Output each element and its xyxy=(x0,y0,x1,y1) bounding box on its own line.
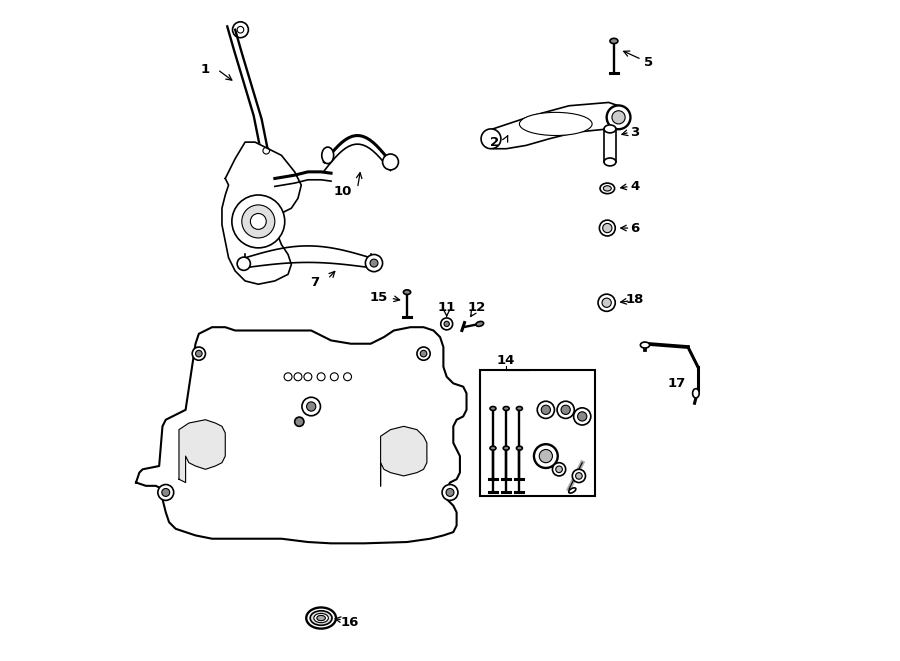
Ellipse shape xyxy=(604,125,616,133)
Text: 9: 9 xyxy=(274,441,284,454)
Text: 18: 18 xyxy=(626,293,644,306)
Polygon shape xyxy=(489,102,622,149)
Text: 5: 5 xyxy=(644,56,652,69)
Circle shape xyxy=(561,405,571,414)
Circle shape xyxy=(238,26,244,33)
Ellipse shape xyxy=(314,613,328,623)
Ellipse shape xyxy=(517,407,522,410)
Ellipse shape xyxy=(641,342,650,348)
Circle shape xyxy=(539,449,553,463)
Text: 7: 7 xyxy=(310,276,320,290)
Ellipse shape xyxy=(322,147,334,163)
Circle shape xyxy=(158,485,174,500)
Ellipse shape xyxy=(603,186,611,191)
Ellipse shape xyxy=(517,446,522,450)
Circle shape xyxy=(444,321,449,327)
Circle shape xyxy=(250,214,266,229)
Polygon shape xyxy=(179,420,225,483)
Circle shape xyxy=(294,373,302,381)
Circle shape xyxy=(441,318,453,330)
Text: 11: 11 xyxy=(437,301,455,314)
Circle shape xyxy=(344,373,352,381)
Ellipse shape xyxy=(490,446,496,450)
Circle shape xyxy=(556,466,562,473)
Text: 6: 6 xyxy=(631,221,640,235)
Circle shape xyxy=(607,105,631,130)
Text: 4: 4 xyxy=(631,180,640,193)
Circle shape xyxy=(242,205,274,238)
Circle shape xyxy=(302,397,320,416)
Bar xyxy=(480,370,596,496)
Circle shape xyxy=(442,485,458,500)
Ellipse shape xyxy=(610,38,618,44)
Circle shape xyxy=(284,373,292,381)
Text: 1: 1 xyxy=(201,63,210,76)
Ellipse shape xyxy=(503,407,509,410)
Text: 17: 17 xyxy=(668,377,686,390)
Ellipse shape xyxy=(519,112,592,136)
Polygon shape xyxy=(381,426,427,486)
Circle shape xyxy=(598,294,616,311)
Polygon shape xyxy=(136,327,466,543)
Circle shape xyxy=(446,488,454,496)
Ellipse shape xyxy=(403,290,410,294)
Circle shape xyxy=(382,154,399,170)
Circle shape xyxy=(330,373,338,381)
Circle shape xyxy=(317,373,325,381)
Circle shape xyxy=(553,463,566,476)
Circle shape xyxy=(193,347,205,360)
Text: 12: 12 xyxy=(467,301,486,314)
Circle shape xyxy=(307,402,316,411)
Text: 16: 16 xyxy=(340,616,359,629)
Circle shape xyxy=(612,110,625,124)
Circle shape xyxy=(370,259,378,267)
Text: 14: 14 xyxy=(497,354,516,367)
Ellipse shape xyxy=(604,158,616,166)
Circle shape xyxy=(162,488,170,496)
Ellipse shape xyxy=(317,615,326,621)
Ellipse shape xyxy=(306,607,336,629)
Circle shape xyxy=(232,195,284,248)
Circle shape xyxy=(417,347,430,360)
Circle shape xyxy=(603,223,612,233)
Circle shape xyxy=(420,350,427,357)
Circle shape xyxy=(557,401,574,418)
Ellipse shape xyxy=(503,446,509,450)
Circle shape xyxy=(294,417,304,426)
Circle shape xyxy=(576,473,582,479)
Ellipse shape xyxy=(600,183,615,194)
Circle shape xyxy=(573,408,590,425)
Text: 15: 15 xyxy=(370,291,388,304)
Circle shape xyxy=(572,469,586,483)
Circle shape xyxy=(537,401,554,418)
Ellipse shape xyxy=(693,389,699,398)
Circle shape xyxy=(602,298,611,307)
Circle shape xyxy=(541,405,551,414)
Text: 8: 8 xyxy=(290,398,300,411)
Circle shape xyxy=(195,350,203,357)
Circle shape xyxy=(482,129,501,149)
Circle shape xyxy=(304,373,312,381)
Ellipse shape xyxy=(490,407,496,410)
Text: 13: 13 xyxy=(196,512,214,525)
Circle shape xyxy=(599,220,616,236)
Circle shape xyxy=(365,254,382,272)
Text: 3: 3 xyxy=(631,126,640,139)
Text: 10: 10 xyxy=(334,185,352,198)
Ellipse shape xyxy=(569,488,576,493)
Ellipse shape xyxy=(476,321,483,327)
Ellipse shape xyxy=(310,611,332,625)
Circle shape xyxy=(238,257,250,270)
Circle shape xyxy=(578,412,587,421)
Circle shape xyxy=(534,444,558,468)
Polygon shape xyxy=(222,142,302,284)
Text: 2: 2 xyxy=(490,136,499,149)
